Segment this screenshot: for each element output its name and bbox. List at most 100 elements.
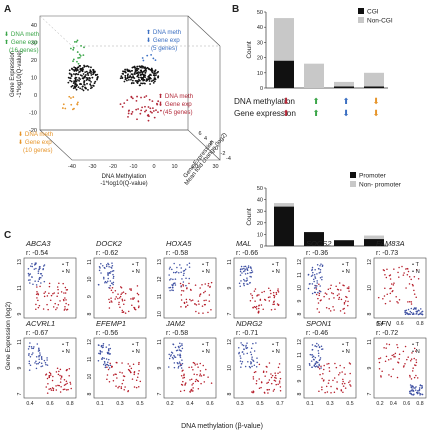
- panel-c-point-normal: [28, 354, 30, 356]
- panel-c-point-tumor: [272, 291, 275, 294]
- panel-a-point: [150, 80, 153, 83]
- panel-c-y-tick-label: 11: [17, 285, 23, 290]
- panel-c-point-tumor: [392, 368, 394, 370]
- panel-c-point-tumor: [66, 308, 69, 311]
- panel-a-z-tick-label: 0: [215, 146, 218, 152]
- panel-a-point-red: [131, 97, 134, 100]
- panel-c-gene-name: HOXA5: [166, 239, 192, 248]
- panel-c-point-tumor: [254, 288, 257, 290]
- panel-c-point-tumor: [383, 347, 385, 349]
- panel-c-point-tumor: [198, 303, 200, 305]
- panel-c-point-normal: [109, 347, 112, 350]
- panel-c-point-normal: [38, 276, 41, 279]
- panel-c-point-tumor: [59, 368, 62, 371]
- panel-c-point-tumor: [108, 301, 111, 303]
- panel-a-point-red: [160, 109, 162, 112]
- panel-c-point-normal: [107, 272, 109, 274]
- panel-c-point-tumor: [258, 307, 260, 310]
- panel-c-point-normal: [108, 358, 110, 361]
- panel-c-point-tumor: [116, 361, 118, 364]
- panel-c-point-tumor: [330, 292, 333, 294]
- panel-c-point-normal: [172, 358, 175, 360]
- panel-c-point-tumor: [118, 297, 121, 299]
- panel-c-point-tumor: [318, 283, 320, 285]
- panel-c-point-tumor: [272, 390, 275, 392]
- panel-c-point-tumor: [322, 373, 324, 375]
- panel-c-point-normal: [28, 275, 30, 277]
- panel-c-point-tumor: [207, 285, 209, 287]
- panel-b-top-y-tick-label: 50: [257, 10, 263, 16]
- panel-c-point-tumor: [57, 304, 60, 306]
- panel-c-point-normal: [107, 350, 110, 352]
- panel-c-point-normal: [240, 280, 242, 282]
- panel-c-point-tumor: [203, 299, 205, 302]
- panel-c-point-normal: [174, 346, 177, 349]
- panel-c-point-tumor: [347, 287, 350, 290]
- panel-c-point-tumor: [270, 373, 272, 375]
- panel-c-point-normal: [181, 359, 183, 361]
- panel-c-point-tumor: [383, 295, 386, 297]
- panel-c-point-normal: [317, 352, 320, 354]
- panel-a-point: [130, 69, 133, 72]
- panel-c-point-tumor: [341, 383, 344, 385]
- panel-c-point-tumor: [69, 381, 71, 384]
- panel-c-point-tumor: [397, 302, 399, 304]
- panel-c-point-tumor: [208, 300, 211, 302]
- panel-c-point-tumor: [255, 382, 258, 385]
- panel-a-point: [151, 69, 154, 72]
- panel-a-point: [73, 66, 76, 69]
- panel-c-point-tumor: [138, 369, 140, 372]
- panel-c-legend-n: • N: [202, 269, 210, 275]
- panel-c-point-normal: [39, 267, 41, 270]
- panel-a-point: [92, 70, 95, 72]
- panel-c-point-tumor: [276, 303, 279, 305]
- panel-a-point-green: [75, 40, 78, 43]
- panel-a-point: [133, 72, 136, 74]
- panel-c-point-normal: [177, 365, 180, 368]
- panel-c-frame: [163, 337, 217, 399]
- panel-c-point-tumor: [121, 298, 124, 300]
- panel-c-point-tumor: [271, 374, 274, 377]
- panel-c-point-normal: [107, 280, 109, 283]
- panel-c-point-tumor: [404, 345, 407, 348]
- panel-c-point-tumor: [338, 293, 340, 295]
- panel-c-point-tumor: [133, 371, 136, 374]
- panel-c-point-tumor: [182, 380, 184, 383]
- panel-c-y-tick-label: 11: [297, 352, 303, 357]
- panel-c-x-tick-label: 0.3: [236, 401, 243, 407]
- panel-c-point-tumor: [122, 291, 125, 293]
- panel-c-point-tumor: [131, 378, 134, 380]
- panel-c-point-normal: [249, 275, 251, 278]
- panel-c-point-tumor: [43, 292, 45, 294]
- panel-c-point-tumor: [410, 303, 413, 305]
- panel-c-point-tumor: [106, 366, 108, 368]
- panel-a-point: [79, 78, 82, 81]
- panel-c-legend-t: • T: [272, 342, 280, 348]
- panel-a-point-orange: [76, 103, 79, 105]
- panel-c-point-tumor: [385, 347, 387, 349]
- panel-c-point-tumor: [35, 293, 38, 295]
- panel-c-point-tumor: [348, 362, 351, 364]
- panel-a-y-tick-label: 20: [31, 58, 37, 64]
- panel-c-point-tumor: [343, 303, 346, 305]
- panel-c-point-tumor: [398, 353, 401, 356]
- panel-c-y-tick-label: 8: [297, 312, 303, 315]
- panel-c-point-tumor: [59, 300, 61, 302]
- panel-c-point-tumor: [270, 376, 273, 379]
- panel-c-point-tumor: [189, 390, 191, 393]
- panel-c-point-normal: [417, 309, 420, 312]
- panel-c-point-normal: [244, 270, 246, 272]
- panel-c-point-tumor: [62, 388, 65, 391]
- panel-a-x-tick-label: 10: [171, 164, 177, 170]
- panel-c-point-normal: [249, 366, 252, 369]
- panel-c-point-tumor: [60, 386, 62, 388]
- panel-a-point: [83, 65, 86, 68]
- panel-c-point-tumor: [348, 381, 350, 384]
- panel-c-point-tumor: [196, 373, 198, 376]
- panel-c-point-normal: [106, 363, 109, 366]
- panel-a-point: [79, 64, 81, 67]
- panel-c-point-normal: [34, 362, 36, 364]
- panel-c-point-tumor: [415, 361, 418, 364]
- panel-c-point-tumor: [328, 362, 330, 365]
- panel-a-point: [89, 87, 92, 90]
